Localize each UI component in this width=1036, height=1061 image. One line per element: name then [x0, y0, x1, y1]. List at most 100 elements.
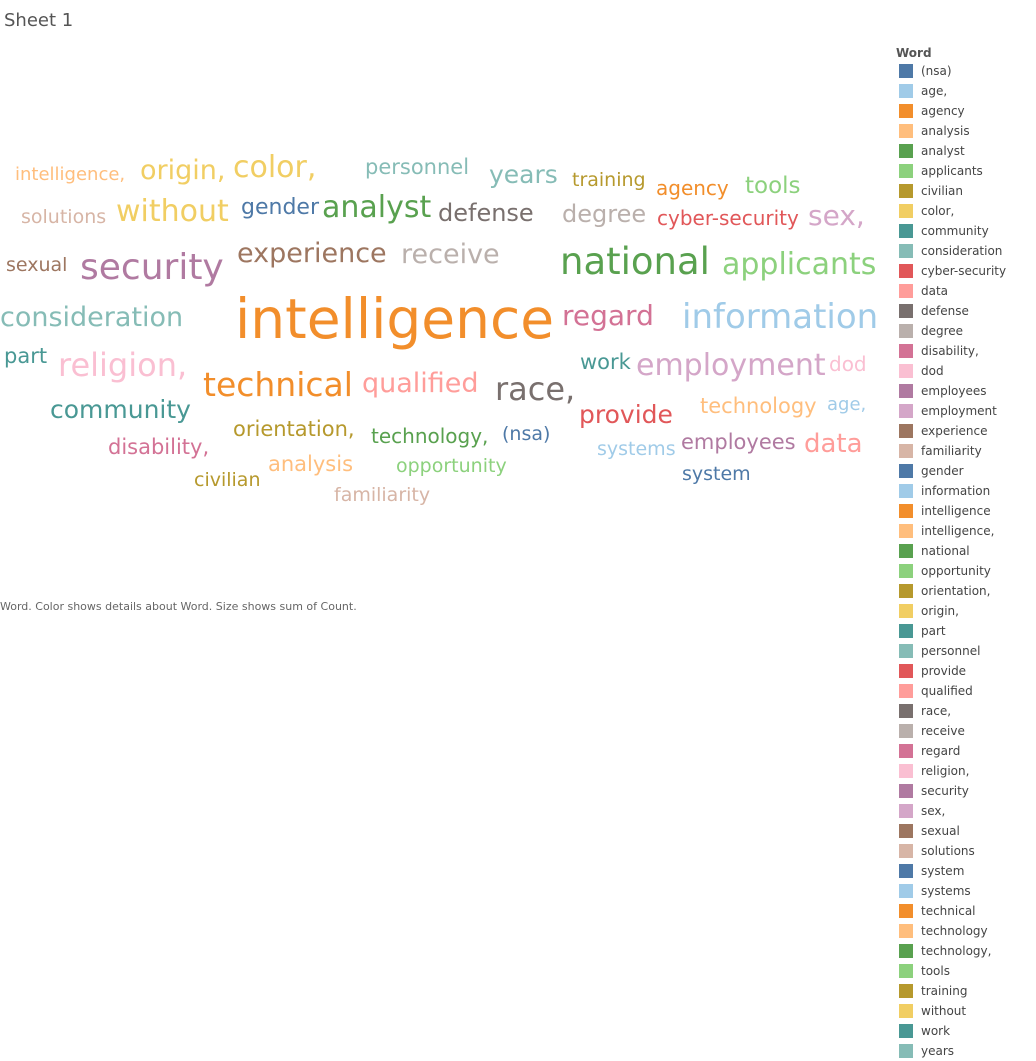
word-civilian[interactable]: civilian — [194, 469, 261, 491]
word-work[interactable]: work — [580, 350, 631, 374]
word-employees[interactable]: employees — [681, 430, 796, 454]
legend-item[interactable]: systems — [896, 881, 1036, 901]
word-opportunity[interactable]: opportunity — [396, 455, 507, 477]
legend-item[interactable]: employment — [896, 401, 1036, 421]
legend-item[interactable]: information — [896, 481, 1036, 501]
legend-item[interactable]: employees — [896, 381, 1036, 401]
legend-item[interactable]: familiarity — [896, 441, 1036, 461]
word-tools[interactable]: tools — [745, 173, 801, 199]
word-technology[interactable]: technology, — [371, 424, 489, 448]
legend-item[interactable]: sex, — [896, 801, 1036, 821]
word-applicants[interactable]: applicants — [722, 247, 877, 282]
word-qualified[interactable]: qualified — [362, 368, 479, 399]
word-analyst[interactable]: analyst — [322, 190, 432, 225]
legend-item[interactable]: orientation, — [896, 581, 1036, 601]
legend-item[interactable]: years — [896, 1041, 1036, 1061]
word-information[interactable]: information — [682, 297, 879, 337]
word-system[interactable]: system — [682, 463, 751, 485]
word-without[interactable]: without — [116, 194, 229, 229]
word-age[interactable]: age, — [827, 394, 867, 415]
word-intelligence[interactable]: intelligence — [235, 287, 555, 351]
legend-item[interactable]: regard — [896, 741, 1036, 761]
legend-item[interactable]: consideration — [896, 241, 1036, 261]
legend-item[interactable]: community — [896, 221, 1036, 241]
word-orientation[interactable]: orientation, — [233, 417, 355, 441]
color-legend[interactable]: Word (nsa) age, agency analysis analyst appli… — [896, 46, 1036, 1061]
word-analysis[interactable]: analysis — [268, 452, 354, 476]
word-familiarity[interactable]: familiarity — [334, 484, 431, 506]
word-years[interactable]: years — [489, 160, 558, 189]
legend-item[interactable]: cyber-security — [896, 261, 1036, 281]
legend-item[interactable]: receive — [896, 721, 1036, 741]
word-color[interactable]: color, — [233, 150, 317, 185]
legend-item[interactable]: qualified — [896, 681, 1036, 701]
legend-item[interactable]: agency — [896, 101, 1036, 121]
word-personnel[interactable]: personnel — [365, 155, 470, 179]
word-dod[interactable]: dod — [829, 352, 867, 376]
word-training[interactable]: training — [572, 169, 646, 191]
legend-item[interactable]: religion, — [896, 761, 1036, 781]
legend-item[interactable]: applicants — [896, 161, 1036, 181]
word-receive[interactable]: receive — [401, 239, 500, 270]
legend-item[interactable]: dod — [896, 361, 1036, 381]
word-nsa[interactable]: (nsa) — [502, 423, 551, 445]
legend-item[interactable]: gender — [896, 461, 1036, 481]
word-technology[interactable]: technology — [700, 394, 817, 418]
word-religion[interactable]: religion, — [58, 346, 188, 384]
legend-item[interactable]: part — [896, 621, 1036, 641]
legend-item[interactable]: security — [896, 781, 1036, 801]
word-defense[interactable]: defense — [438, 199, 534, 227]
legend-item[interactable]: disability, — [896, 341, 1036, 361]
word-consideration[interactable]: consideration — [0, 302, 184, 333]
legend-item[interactable]: technical — [896, 901, 1036, 921]
legend-item[interactable]: civilian — [896, 181, 1036, 201]
legend-item[interactable]: without — [896, 1001, 1036, 1021]
word-sexual[interactable]: sexual — [6, 254, 68, 276]
word-degree[interactable]: degree — [562, 200, 647, 228]
word-disability[interactable]: disability, — [108, 435, 210, 459]
word-systems[interactable]: systems — [597, 438, 676, 460]
word-community[interactable]: community — [50, 395, 191, 424]
legend-item[interactable]: sexual — [896, 821, 1036, 841]
word-national[interactable]: national — [560, 240, 710, 283]
word-agency[interactable]: agency — [656, 176, 729, 200]
word-race[interactable]: race, — [495, 370, 576, 408]
word-origin[interactable]: origin, — [140, 155, 226, 186]
legend-item[interactable]: technology — [896, 921, 1036, 941]
legend-item[interactable]: analyst — [896, 141, 1036, 161]
legend-item[interactable]: work — [896, 1021, 1036, 1041]
word-regard[interactable]: regard — [562, 299, 654, 332]
legend-item[interactable]: color, — [896, 201, 1036, 221]
legend-item[interactable]: race, — [896, 701, 1036, 721]
word-sex[interactable]: sex, — [808, 199, 865, 232]
word-cyber-security[interactable]: cyber-security — [657, 206, 799, 230]
legend-item[interactable]: provide — [896, 661, 1036, 681]
word-experience[interactable]: experience — [237, 238, 387, 269]
legend-item[interactable]: experience — [896, 421, 1036, 441]
legend-item[interactable]: data — [896, 281, 1036, 301]
legend-item[interactable]: personnel — [896, 641, 1036, 661]
word-gender[interactable]: gender — [241, 195, 319, 220]
word-solutions[interactable]: solutions — [21, 206, 107, 228]
word-data[interactable]: data — [804, 429, 863, 459]
legend-item[interactable]: analysis — [896, 121, 1036, 141]
legend-item[interactable]: (nsa) — [896, 61, 1036, 81]
legend-item[interactable]: solutions — [896, 841, 1036, 861]
word-provide[interactable]: provide — [579, 400, 673, 429]
legend-item[interactable]: tools — [896, 961, 1036, 981]
legend-item[interactable]: opportunity — [896, 561, 1036, 581]
legend-item[interactable]: age, — [896, 81, 1036, 101]
word-security[interactable]: security — [80, 247, 224, 288]
legend-item[interactable]: degree — [896, 321, 1036, 341]
legend-item[interactable]: intelligence, — [896, 521, 1036, 541]
word-technical[interactable]: technical — [203, 365, 353, 404]
word-employment[interactable]: employment — [636, 348, 826, 383]
legend-item[interactable]: intelligence — [896, 501, 1036, 521]
legend-item[interactable]: national — [896, 541, 1036, 561]
legend-item[interactable]: origin, — [896, 601, 1036, 621]
word-intelligence[interactable]: intelligence, — [15, 164, 126, 185]
legend-item[interactable]: defense — [896, 301, 1036, 321]
legend-item[interactable]: system — [896, 861, 1036, 881]
legend-item[interactable]: technology, — [896, 941, 1036, 961]
word-part[interactable]: part — [4, 344, 48, 368]
